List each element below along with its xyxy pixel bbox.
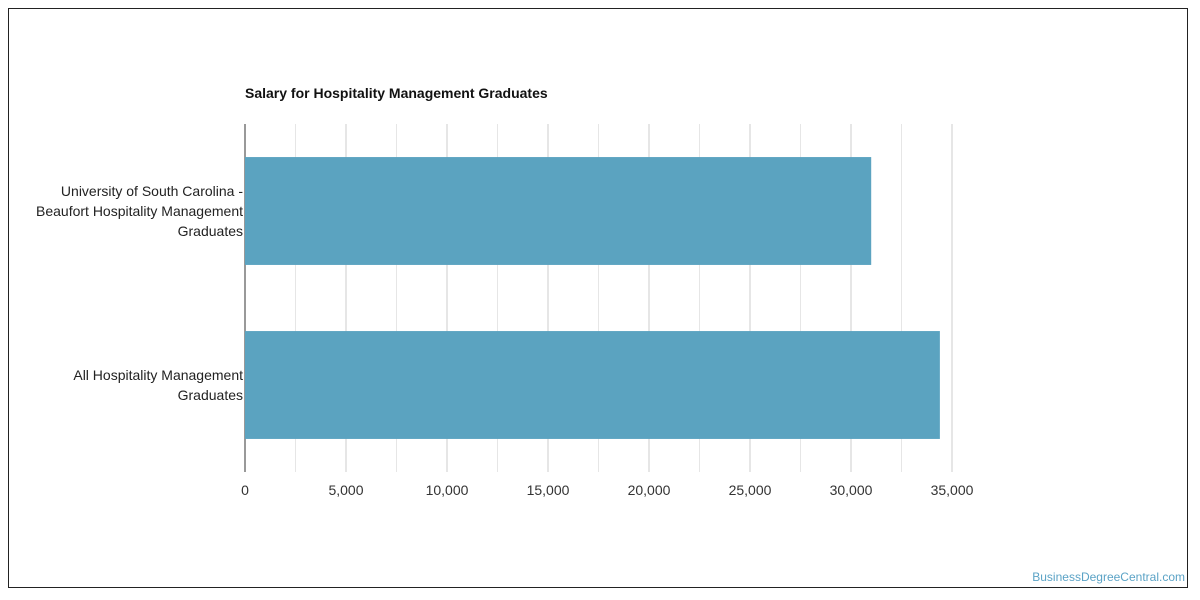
x-tick-label: 35,000	[931, 482, 974, 498]
x-tick-label: 15,000	[527, 482, 570, 498]
x-tick-label: 10,000	[426, 482, 469, 498]
category-label: All Hospitality Management Graduates	[73, 367, 243, 403]
x-tick-label: 20,000	[628, 482, 671, 498]
x-tick-label: 5,000	[328, 482, 363, 498]
x-tick-label: 25,000	[729, 482, 772, 498]
category-label: University of South Carolina - Beaufort …	[36, 183, 243, 239]
bar	[245, 157, 872, 265]
watermark[interactable]: BusinessDegreeCentral.com	[1032, 570, 1185, 584]
x-tick-label: 30,000	[830, 482, 873, 498]
x-tick-label: 0	[241, 482, 249, 498]
bar	[245, 331, 940, 439]
chart-title: Salary for Hospitality Management Gradua…	[245, 85, 548, 101]
